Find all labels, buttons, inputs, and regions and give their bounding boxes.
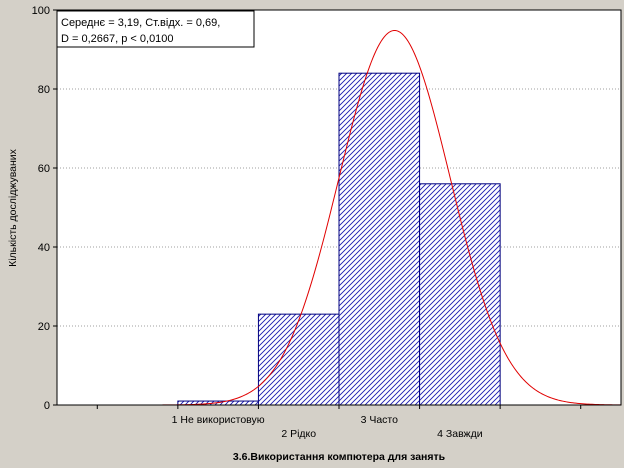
stats-box-frame (56, 10, 255, 48)
x-category-label: 2 Рідко (281, 428, 316, 440)
x-category-labels: 1 Не використовую 2 Рідко 3 Часто 4 Завжди (172, 414, 483, 440)
histogram-bar (338, 72, 421, 406)
histogram-bars (177, 72, 501, 406)
stats-box: Середнє = 3,19, Ст.відх. = 0,69, D = 0,2… (56, 10, 255, 48)
y-tick-label: 60 (38, 163, 50, 175)
histogram-bar (419, 183, 501, 406)
y-axis-title: Кількість досліджуваних (7, 148, 19, 267)
histogram-bar (257, 313, 340, 406)
x-axis-title: 3.6.Використання компютера для занять (233, 451, 446, 463)
stats-line-2: D = 0,2667, p < 0,0100 (61, 33, 174, 45)
y-tick-label: 80 (38, 84, 50, 96)
y-axis-ticks: 0 20 40 60 80 100 (32, 5, 57, 412)
y-tick-label: 20 (38, 321, 50, 333)
x-category-label: 4 Завжди (437, 428, 483, 440)
x-axis-ticks (96, 405, 582, 409)
x-category-label: 3 Часто (361, 414, 399, 426)
y-tick-label: 100 (32, 5, 50, 17)
x-category-label: 1 Не використовую (172, 414, 265, 426)
y-tick-label: 40 (38, 242, 50, 254)
stats-line-1: Середнє = 3,19, Ст.відх. = 0,69, (61, 17, 220, 29)
y-tick-label: 0 (44, 400, 50, 412)
